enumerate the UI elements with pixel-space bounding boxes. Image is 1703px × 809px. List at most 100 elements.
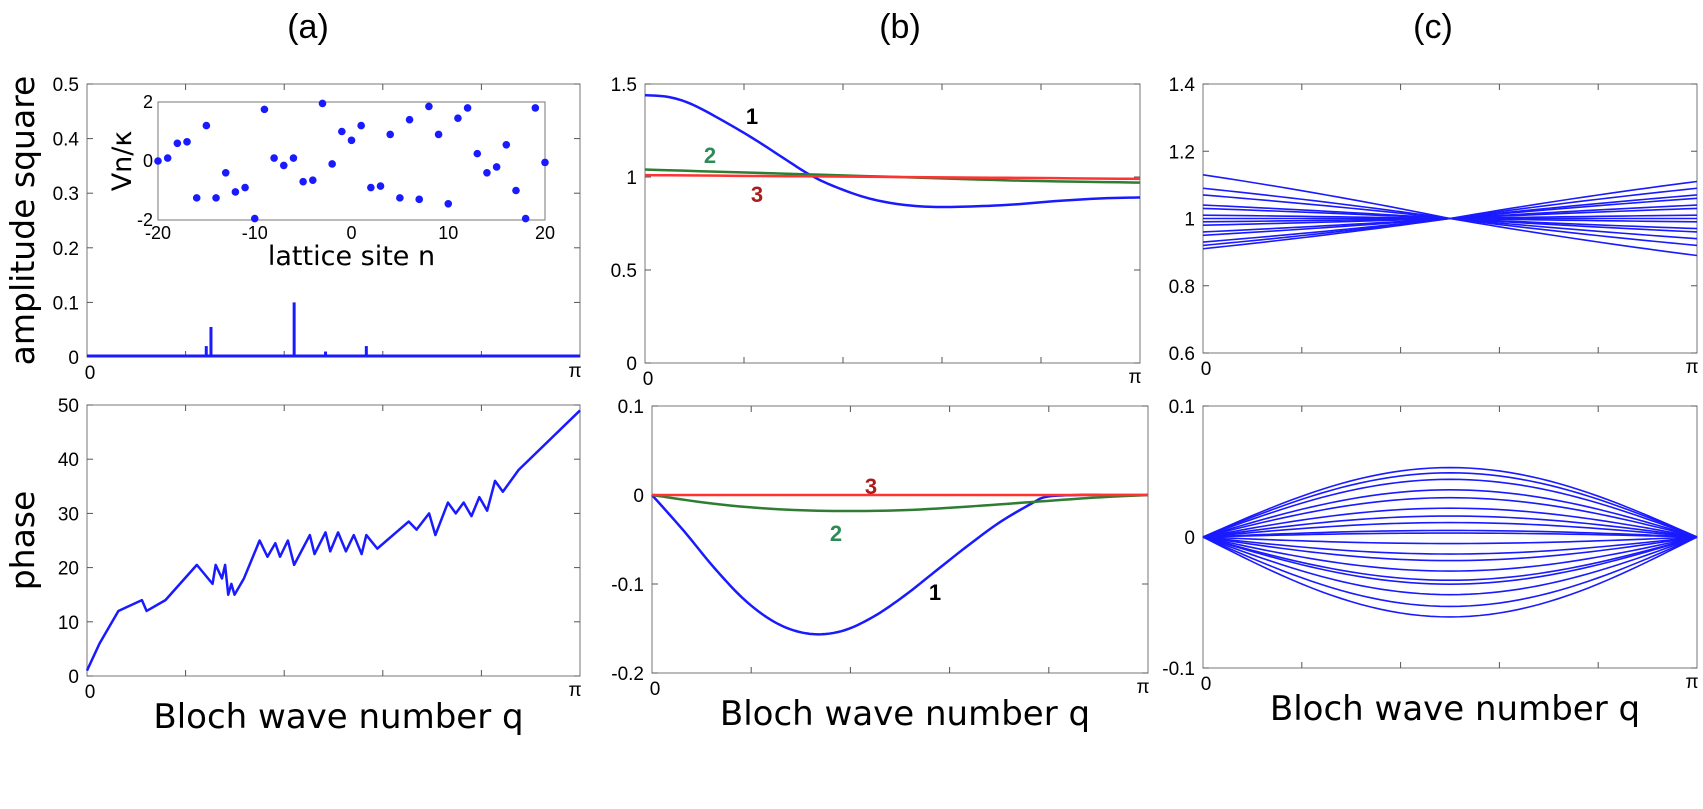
scatter-point	[173, 139, 182, 148]
curve-label: 3	[751, 182, 763, 207]
inset-y-tick-label: -2	[137, 210, 153, 230]
scatter-point	[425, 102, 433, 111]
y-tick-label: 1	[626, 168, 637, 189]
scatter-point	[502, 140, 511, 149]
y-tick-label: 0	[626, 354, 637, 375]
x-tick-label: 0	[1201, 359, 1212, 380]
y-tick-label: 1.5	[611, 75, 637, 96]
panel-label: (b)	[879, 8, 921, 46]
scatter-point	[338, 127, 346, 136]
y-tick-label: 1	[1184, 210, 1195, 231]
x-tick-label: π	[1685, 672, 1698, 693]
scatter-point	[154, 157, 162, 165]
scatter-point	[279, 161, 288, 170]
inset-x-tick-label: -20	[145, 223, 171, 243]
series-line	[85, 409, 581, 672]
scatter-point	[521, 214, 530, 223]
y-tick-label: 0.3	[53, 184, 79, 205]
y-axis-label: phase	[3, 491, 42, 591]
series-line	[1202, 173, 1698, 257]
series-line-3	[644, 173, 1141, 181]
y-tick-label: 0	[1184, 528, 1195, 549]
series-line	[1202, 515, 1698, 538]
series-line	[1202, 536, 1698, 608]
y-tick-label: 1.2	[1169, 142, 1195, 163]
plot-frame	[644, 83, 1141, 364]
series-line	[1202, 466, 1698, 538]
curve-label: 3	[865, 474, 877, 499]
y-tick-label: 0.1	[53, 293, 79, 314]
scatter-point	[463, 104, 472, 112]
y-tick-label: 1.4	[1169, 75, 1196, 96]
series-line	[1202, 496, 1698, 538]
series-line	[1202, 536, 1698, 618]
x-tick-label: 0	[85, 682, 96, 703]
x-axis-label: Bloch wave number q	[720, 694, 1090, 734]
series-line	[1202, 536, 1698, 596]
series-line	[1202, 536, 1698, 545]
y-tick-label: 0.8	[1169, 277, 1195, 298]
y-axis-label: amplitude square	[3, 76, 42, 366]
panel-label: (a)	[287, 8, 329, 46]
y-tick-label: 40	[58, 450, 79, 471]
scatter-point	[289, 154, 298, 162]
scatter-point	[376, 182, 385, 190]
y-tick-label: 0.4	[53, 130, 80, 151]
plot-frame	[651, 405, 1149, 674]
scatter-point	[270, 154, 278, 162]
scatter-point	[405, 115, 414, 124]
axes-a-top: 0 0.1 0.2 0.3 0.4 0.5 0 π	[53, 75, 582, 384]
inset-y-tick-label: 2	[143, 92, 153, 112]
scatter-point	[396, 194, 404, 202]
series-line	[1202, 532, 1698, 538]
series-line-1	[651, 493, 1148, 636]
series-line	[1202, 536, 1698, 555]
scatter-point	[212, 194, 220, 202]
y-tick-label: 20	[58, 559, 79, 580]
axes-a-bottom: 0 10 20 30 40 50 0 π	[58, 396, 582, 703]
scatter-point	[328, 160, 336, 168]
y-tick-label: 0.5	[611, 261, 637, 282]
axes-c-top: 0.6 0.8 1 1.2 1.4 0 π	[1169, 75, 1699, 380]
plot-frame	[86, 404, 581, 677]
scatter-point	[202, 121, 211, 130]
scatter-point	[541, 158, 549, 167]
scatter-point	[318, 99, 327, 108]
scatter-point	[473, 149, 482, 158]
y-tick-label: -0.2	[611, 664, 644, 685]
y-tick-label: 0	[633, 486, 644, 507]
scatter-point	[250, 214, 259, 223]
x-tick-label: 0	[1201, 674, 1212, 695]
scatter-point	[309, 176, 317, 184]
series-line	[1202, 529, 1698, 538]
x-tick-label: 0	[650, 679, 661, 700]
scatter-point	[183, 138, 191, 146]
series-line	[1202, 536, 1698, 582]
scatter-point	[347, 136, 356, 145]
inset-x-tick-label: 20	[535, 223, 555, 243]
x-tick-label: π	[1128, 367, 1141, 388]
x-tick-label: π	[1685, 357, 1698, 378]
x-axis-label: Bloch wave number q	[153, 697, 523, 737]
panel-label: (c)	[1413, 8, 1453, 46]
scatter-point	[483, 169, 491, 177]
scatter-point	[299, 177, 307, 186]
x-tick-label: 0	[85, 363, 96, 384]
scatter-point	[512, 186, 520, 195]
axes-c-bottom: -0.1 0 0.1 0 π	[1162, 397, 1698, 695]
scatter-point	[444, 199, 453, 208]
inset-x-tick-label: -10	[242, 223, 268, 243]
series-line	[1202, 521, 1698, 538]
scatter-point	[192, 194, 201, 202]
series-line-1	[644, 93, 1141, 209]
inset-y-label: Vn/κ	[107, 131, 138, 192]
x-tick-label: 0	[643, 369, 654, 390]
scatter-point	[357, 121, 365, 130]
series-line	[1202, 507, 1698, 538]
y-tick-label: 0.5	[53, 75, 79, 96]
x-tick-label: π	[1136, 677, 1149, 698]
x-tick-label: π	[568, 361, 581, 382]
y-tick-label: 10	[58, 613, 79, 634]
